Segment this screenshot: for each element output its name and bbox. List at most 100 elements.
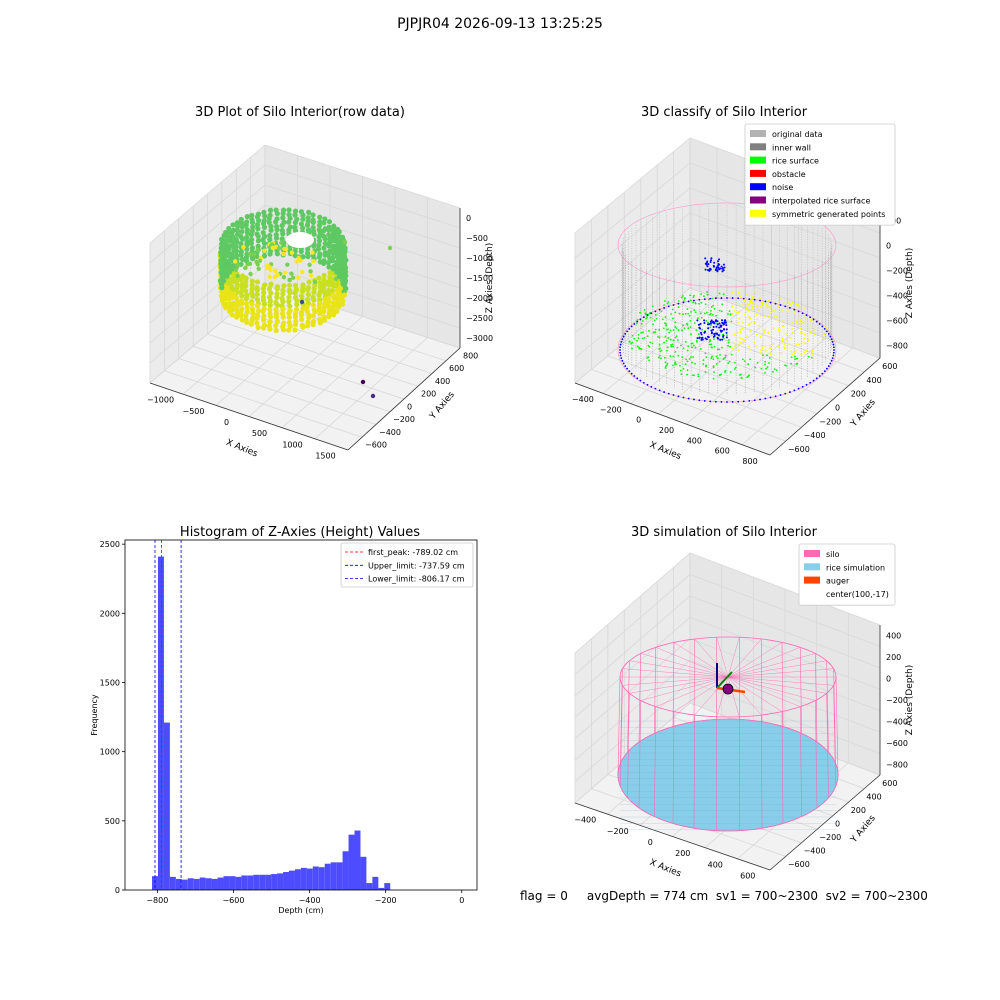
surface-point xyxy=(736,331,739,334)
scatter-point xyxy=(300,212,306,218)
surface-point xyxy=(809,320,812,323)
surface-point xyxy=(806,334,809,337)
silo-wire xyxy=(638,700,641,808)
scatter-point xyxy=(243,300,250,307)
scatter-point xyxy=(292,282,299,289)
surface-point xyxy=(747,375,750,378)
noise-point xyxy=(620,340,623,343)
scatter-point xyxy=(300,324,306,330)
noise-point xyxy=(709,268,712,271)
histogram-bar xyxy=(205,878,212,890)
scatter-point xyxy=(317,320,323,326)
surface-point xyxy=(712,358,715,361)
surface-point xyxy=(802,321,805,324)
histogram-bar xyxy=(366,883,373,890)
surface-point xyxy=(748,323,751,326)
noise-point xyxy=(722,263,725,266)
surface-point xyxy=(684,312,687,315)
histogram-bar xyxy=(372,876,379,890)
noise-point xyxy=(712,326,715,329)
scatter-point xyxy=(229,266,235,272)
surface-point xyxy=(804,306,807,309)
noise-point xyxy=(726,401,728,403)
noise-point xyxy=(722,327,725,330)
scatter-point xyxy=(254,291,260,298)
legend-swatch xyxy=(750,183,766,191)
surface-point xyxy=(652,323,654,326)
surface-point xyxy=(698,302,700,305)
scatter-point xyxy=(285,262,290,267)
surface-point xyxy=(777,329,780,332)
scatter-point xyxy=(255,238,261,244)
left-pane xyxy=(575,553,690,803)
surface-point xyxy=(674,361,677,364)
surface-point xyxy=(697,375,700,378)
noise-point xyxy=(797,310,800,313)
scatter-point xyxy=(244,319,250,325)
silo-spoke xyxy=(727,676,740,717)
surface-point xyxy=(685,358,688,361)
surface-point xyxy=(713,307,716,310)
surface-point xyxy=(754,292,757,295)
surface-point xyxy=(772,370,774,373)
scatter-point xyxy=(275,272,280,278)
surface-point xyxy=(658,328,661,331)
surface-point xyxy=(686,323,689,326)
surface-point xyxy=(669,355,672,357)
noise-point xyxy=(619,349,621,351)
surface-point xyxy=(744,300,747,303)
silo-spoke xyxy=(727,637,740,678)
surface-point xyxy=(741,338,744,341)
grid-line xyxy=(574,162,691,259)
auger-axis-y xyxy=(716,671,733,689)
noise-point xyxy=(650,312,653,315)
z-tick-label: −500 xyxy=(466,234,488,243)
surface-point xyxy=(635,322,638,325)
scatter-point xyxy=(280,314,286,320)
noise-point xyxy=(731,297,734,299)
surface-point xyxy=(721,303,724,306)
noise-point xyxy=(823,327,826,330)
noise-point xyxy=(809,316,812,319)
surface-point xyxy=(710,343,713,346)
noise-point xyxy=(779,394,782,396)
scatter-point xyxy=(250,256,256,262)
scatter-point xyxy=(325,303,332,309)
surface-point xyxy=(646,335,649,338)
noise-point xyxy=(654,310,657,313)
y-tick-label: 0 xyxy=(835,404,840,413)
surface-point xyxy=(720,373,722,376)
outlier-point xyxy=(387,245,393,251)
scatter-point xyxy=(219,285,225,291)
surface-point xyxy=(672,329,675,332)
surface-point xyxy=(683,297,686,300)
scatter-point xyxy=(289,271,294,276)
surface-point xyxy=(704,371,707,373)
scatter-point xyxy=(296,275,301,280)
surface-point xyxy=(763,331,766,334)
legend-swatch xyxy=(750,169,766,177)
grid-line xyxy=(689,659,881,733)
surface-point xyxy=(720,310,723,313)
noise-point xyxy=(698,336,701,339)
surface-point xyxy=(663,304,665,307)
surface-point xyxy=(639,311,641,314)
noise-point xyxy=(709,400,712,403)
scatter-point xyxy=(268,227,274,233)
histogram-bar xyxy=(312,866,319,890)
noise-point xyxy=(713,334,716,337)
scatter-point xyxy=(342,285,349,291)
scatter-point xyxy=(294,259,299,264)
legend-swatch xyxy=(750,196,766,204)
surface-point xyxy=(751,302,754,305)
scatter-point xyxy=(266,219,272,225)
surface-point xyxy=(674,336,677,339)
noise-point xyxy=(721,319,724,322)
x-tick-label: −400 xyxy=(574,816,596,825)
noise-point xyxy=(793,389,796,392)
surface-point xyxy=(680,329,683,332)
scatter-point xyxy=(310,302,316,308)
surface-point xyxy=(752,295,755,298)
scatter-point xyxy=(310,250,315,255)
noise-point xyxy=(624,333,627,335)
